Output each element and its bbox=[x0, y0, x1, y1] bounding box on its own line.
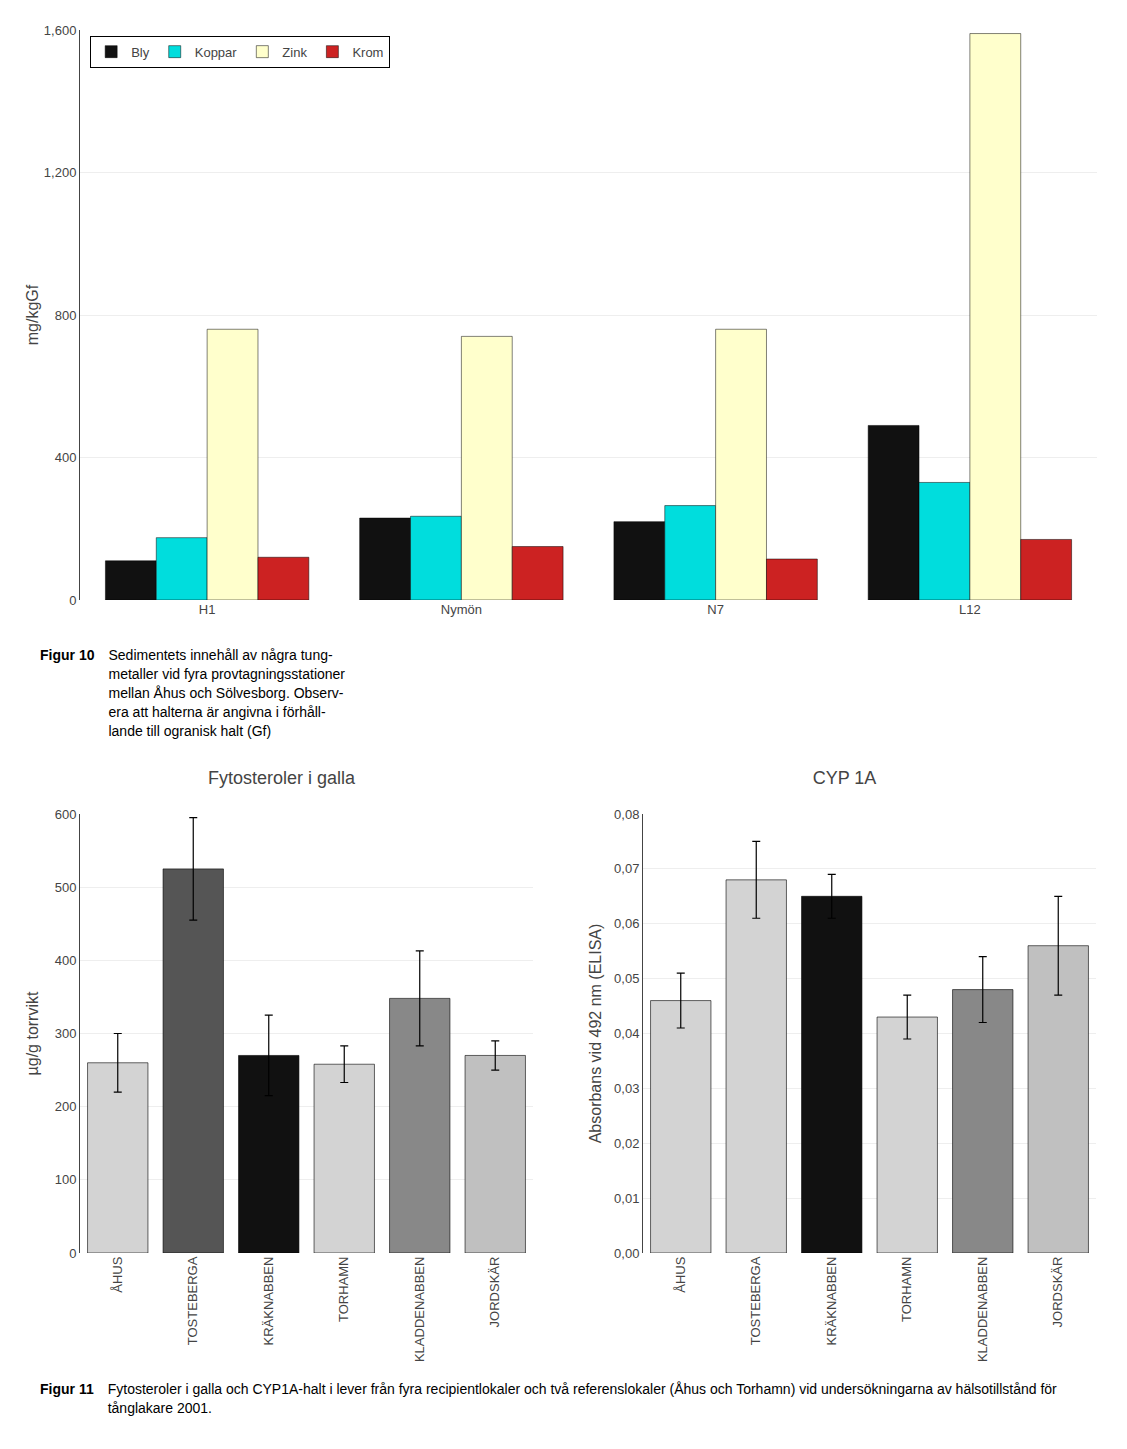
svg-text:TORHAMN: TORHAMN bbox=[336, 1257, 351, 1322]
svg-text:CYP 1A: CYP 1A bbox=[813, 768, 877, 788]
svg-text:0,02: 0,02 bbox=[614, 1136, 639, 1151]
svg-text:0,07: 0,07 bbox=[614, 862, 639, 877]
svg-text:300: 300 bbox=[55, 1027, 77, 1042]
svg-text:600: 600 bbox=[55, 807, 77, 822]
svg-text:0,03: 0,03 bbox=[614, 1081, 639, 1096]
svg-text:µg/g torrvikt: µg/g torrvikt bbox=[24, 991, 41, 1075]
svg-text:ÅHUS: ÅHUS bbox=[110, 1257, 125, 1293]
svg-text:1,200: 1,200 bbox=[44, 165, 77, 180]
svg-text:500: 500 bbox=[55, 880, 77, 895]
svg-text:1,600: 1,600 bbox=[44, 23, 77, 38]
svg-text:ÅHUS: ÅHUS bbox=[673, 1257, 688, 1293]
svg-text:0,00: 0,00 bbox=[614, 1246, 639, 1261]
svg-text:TOSTEBERGA: TOSTEBERGA bbox=[748, 1257, 763, 1346]
svg-text:400: 400 bbox=[55, 450, 77, 465]
svg-text:100: 100 bbox=[55, 1173, 77, 1188]
svg-text:Krom: Krom bbox=[352, 45, 383, 60]
html-text:Figur 11: Figur 11 bbox=[40, 1381, 94, 1398]
svg-text:0: 0 bbox=[69, 593, 76, 608]
svg-text:Fytosteroler i galla: Fytosteroler i galla bbox=[208, 768, 356, 788]
svg-text:L12: L12 bbox=[959, 602, 981, 617]
svg-text:KLADDENABBEN: KLADDENABBEN bbox=[975, 1257, 990, 1362]
svg-text:KRÄKNABBEN: KRÄKNABBEN bbox=[824, 1257, 839, 1346]
svg-text:0,06: 0,06 bbox=[614, 917, 639, 932]
svg-text:TORHAMN: TORHAMN bbox=[899, 1257, 914, 1322]
svg-text:0: 0 bbox=[69, 1246, 76, 1261]
svg-text:Koppar: Koppar bbox=[195, 45, 238, 60]
html-text:Sedimentets innehåll av några: Sedimentets innehåll av några tung- meta… bbox=[108, 647, 345, 739]
svg-text:0,05: 0,05 bbox=[614, 972, 639, 987]
svg-text:0,01: 0,01 bbox=[614, 1191, 639, 1206]
svg-text:H1: H1 bbox=[199, 602, 216, 617]
svg-text:0,08: 0,08 bbox=[614, 807, 639, 822]
svg-text:Zink: Zink bbox=[282, 45, 307, 60]
svg-text:Bly: Bly bbox=[131, 45, 150, 60]
svg-text:KRÄKNABBEN: KRÄKNABBEN bbox=[261, 1257, 276, 1346]
html-text:Fytosteroler i galla och CYP1A: Fytosteroler i galla och CYP1A-halt i le… bbox=[107, 1381, 1057, 1417]
svg-text:Nymön: Nymön bbox=[441, 602, 482, 617]
svg-text:Absorbans vid 492 nm (ELISA): Absorbans vid 492 nm (ELISA) bbox=[587, 924, 604, 1144]
svg-text:N7: N7 bbox=[707, 602, 724, 617]
svg-text:KLADDENABBEN: KLADDENABBEN bbox=[412, 1257, 427, 1362]
svg-text:0,04: 0,04 bbox=[614, 1027, 639, 1042]
svg-text:200: 200 bbox=[55, 1100, 77, 1115]
html-text:Figur 10: Figur 10 bbox=[40, 647, 95, 663]
svg-text:800: 800 bbox=[55, 308, 77, 323]
svg-text:400: 400 bbox=[55, 953, 77, 968]
svg-text:mg/kgGf: mg/kgGf bbox=[24, 284, 41, 345]
svg-text:JORDSKÄR: JORDSKÄR bbox=[487, 1257, 502, 1328]
svg-text:JORDSKÄR: JORDSKÄR bbox=[1050, 1257, 1065, 1328]
svg-text:TOSTEBERGA: TOSTEBERGA bbox=[185, 1257, 200, 1346]
